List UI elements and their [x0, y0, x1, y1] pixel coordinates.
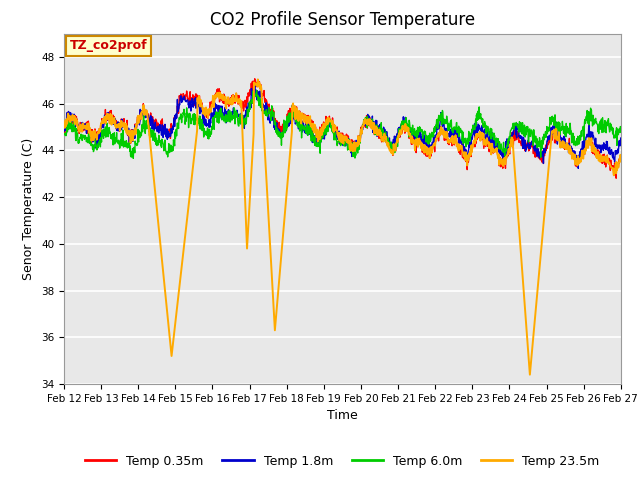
- Legend: Temp 0.35m, Temp 1.8m, Temp 6.0m, Temp 23.5m: Temp 0.35m, Temp 1.8m, Temp 6.0m, Temp 2…: [80, 450, 605, 473]
- Text: TZ_co2prof: TZ_co2prof: [70, 39, 147, 52]
- X-axis label: Time: Time: [327, 409, 358, 422]
- Y-axis label: Senor Temperature (C): Senor Temperature (C): [22, 138, 35, 280]
- Title: CO2 Profile Sensor Temperature: CO2 Profile Sensor Temperature: [210, 11, 475, 29]
